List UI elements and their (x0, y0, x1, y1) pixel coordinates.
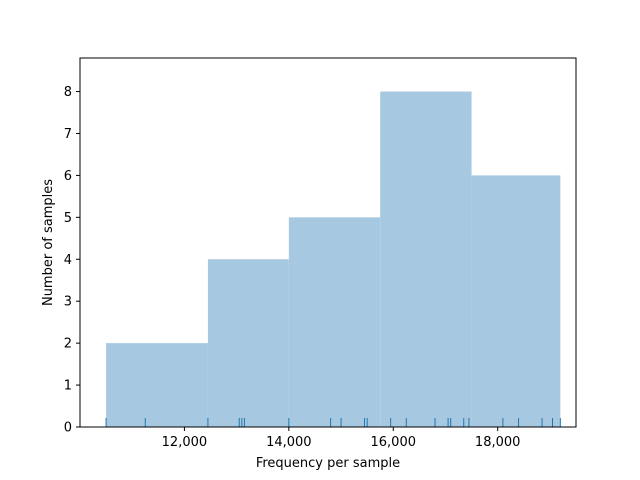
histogram-bar-2 (288, 217, 381, 427)
x-tick-label-1: 14,000 (266, 435, 312, 450)
histogram-bars (106, 91, 561, 427)
y-tick-label-2: 2 (64, 337, 72, 352)
y-axis-label: Number of samples (41, 179, 56, 306)
histogram-bar-0 (106, 343, 208, 427)
y-tick-label-1: 1 (64, 379, 72, 394)
x-tick-label-0: 12,000 (162, 435, 208, 450)
y-tick-label-6: 6 (64, 169, 72, 184)
x-axis-label: Frequency per sample (256, 456, 400, 471)
histogram-bar-4 (471, 175, 561, 427)
y-tick-label-4: 4 (64, 253, 72, 268)
y-tick-label-7: 7 (64, 127, 72, 142)
y-tick-label-8: 8 (64, 85, 72, 100)
x-tick-label-2: 16,000 (371, 435, 417, 450)
x-axis-ticks: 12,000 14,000 16,000 18,000 (162, 427, 521, 450)
y-tick-label-0: 0 (64, 421, 72, 436)
y-tick-label-3: 3 (64, 295, 72, 310)
histogram-bar-1 (207, 259, 289, 427)
histogram-bar-3 (380, 91, 472, 427)
y-axis-ticks: 0 1 2 3 4 5 6 7 8 (64, 85, 80, 436)
rug-marks (105, 418, 561, 427)
x-tick-label-3: 18,000 (475, 435, 521, 450)
plot-frame (79, 57, 577, 428)
y-tick-label-5: 5 (64, 211, 72, 226)
